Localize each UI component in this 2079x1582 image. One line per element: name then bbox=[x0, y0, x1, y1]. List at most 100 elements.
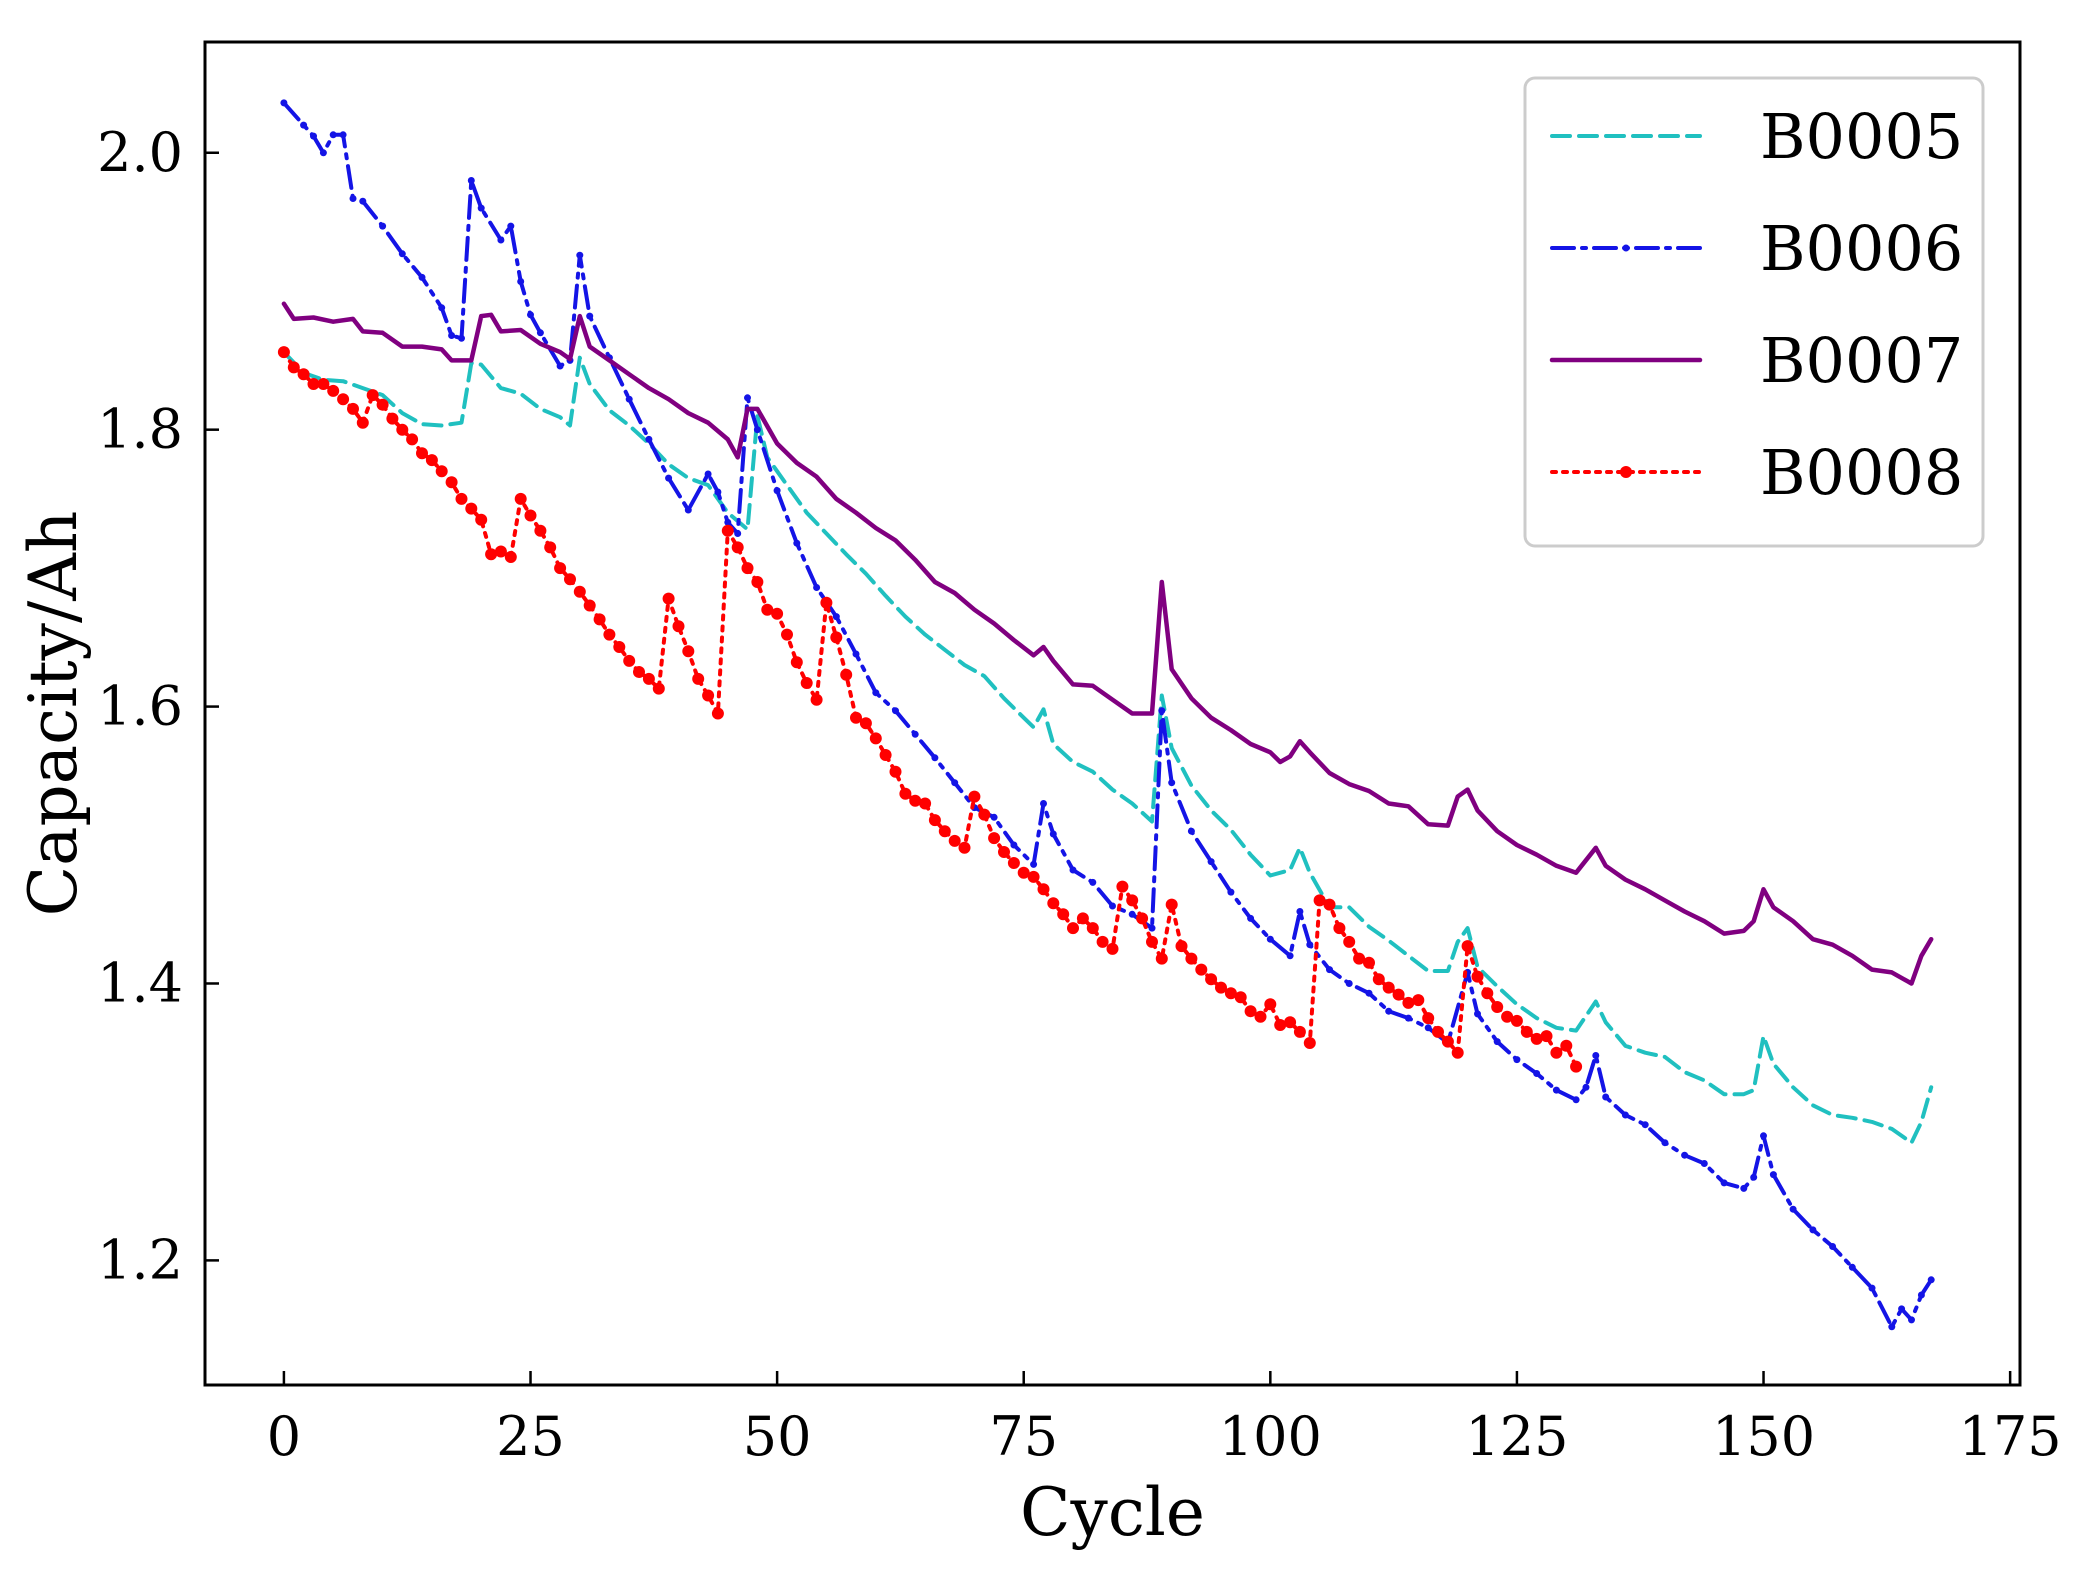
data-point bbox=[1323, 898, 1336, 911]
x-axis-label: Cycle bbox=[1020, 1474, 1205, 1551]
data-point bbox=[988, 832, 1001, 845]
legend-label: B0007 bbox=[1760, 324, 1963, 397]
legend-label: B0008 bbox=[1760, 436, 1963, 509]
data-point bbox=[813, 584, 821, 591]
data-point bbox=[1530, 1032, 1543, 1045]
data-point bbox=[859, 717, 872, 730]
data-point bbox=[1215, 981, 1227, 994]
y-tick-label: 1.4 bbox=[97, 951, 183, 1014]
data-point bbox=[287, 361, 300, 374]
data-point bbox=[1621, 1111, 1629, 1119]
data-point bbox=[1740, 1184, 1748, 1192]
data-point bbox=[1451, 1046, 1464, 1059]
y-tick-label: 2.0 bbox=[97, 121, 183, 184]
data-point bbox=[1550, 1046, 1563, 1059]
data-point bbox=[337, 393, 350, 406]
data-point bbox=[711, 707, 724, 720]
data-point bbox=[692, 672, 705, 685]
data-point bbox=[1128, 910, 1136, 918]
data-point bbox=[603, 628, 616, 641]
data-point bbox=[1207, 858, 1215, 866]
data-point bbox=[376, 398, 389, 411]
data-point bbox=[554, 562, 567, 575]
data-point bbox=[1382, 981, 1395, 994]
data-point bbox=[919, 797, 932, 810]
data-point bbox=[356, 416, 369, 429]
data-point bbox=[1266, 935, 1274, 943]
data-point bbox=[534, 524, 547, 537]
data-point bbox=[1868, 1284, 1876, 1292]
data-point bbox=[349, 195, 357, 202]
data-point bbox=[1720, 1179, 1728, 1187]
data-point bbox=[684, 506, 692, 514]
data-point bbox=[682, 645, 695, 658]
data-point bbox=[317, 378, 330, 390]
data-point bbox=[1165, 898, 1178, 911]
data-point bbox=[1898, 1305, 1906, 1313]
series-B0008 bbox=[277, 346, 1583, 1073]
data-point bbox=[1195, 963, 1208, 976]
data-point bbox=[435, 465, 448, 478]
data-point bbox=[1769, 1171, 1777, 1179]
data-point bbox=[1372, 973, 1385, 986]
data-point bbox=[1168, 779, 1176, 787]
data-point bbox=[1363, 956, 1375, 969]
data-point bbox=[398, 250, 406, 258]
x-tick-label: 150 bbox=[1712, 1405, 1815, 1468]
data-point bbox=[576, 251, 584, 259]
x-tick-label: 75 bbox=[989, 1405, 1058, 1468]
data-point bbox=[1513, 1056, 1521, 1064]
data-point bbox=[1234, 991, 1247, 1004]
data-point bbox=[1540, 1030, 1553, 1043]
plot-frame bbox=[203, 40, 2022, 1387]
data-point bbox=[840, 668, 853, 681]
data-point bbox=[1592, 1052, 1600, 1059]
series-line-B0008 bbox=[281, 350, 1579, 1069]
data-point bbox=[1681, 1151, 1689, 1159]
data-point bbox=[990, 813, 998, 821]
series-line-B0007 bbox=[281, 301, 1934, 986]
data-point bbox=[672, 620, 685, 633]
data-point bbox=[1296, 908, 1304, 915]
x-tick-label: 0 bbox=[267, 1405, 301, 1468]
data-point bbox=[998, 846, 1010, 858]
data-point bbox=[1848, 1263, 1856, 1271]
data-point bbox=[1510, 1014, 1523, 1027]
data-point bbox=[931, 754, 939, 762]
data-point bbox=[458, 334, 465, 342]
data-point bbox=[307, 378, 320, 390]
data-point bbox=[445, 476, 458, 489]
data-point bbox=[1560, 1039, 1573, 1052]
data-point bbox=[1205, 973, 1218, 986]
data-point bbox=[1148, 924, 1156, 932]
data-point bbox=[583, 599, 596, 612]
data-point bbox=[928, 814, 941, 827]
data-point bbox=[852, 650, 860, 658]
data-point bbox=[416, 447, 428, 460]
data-point bbox=[1264, 998, 1277, 1011]
data-point bbox=[721, 524, 734, 537]
data-point bbox=[1146, 935, 1158, 948]
data-point bbox=[1247, 914, 1255, 922]
data-point bbox=[1158, 707, 1166, 715]
data-point bbox=[329, 131, 337, 139]
x-tick-label: 125 bbox=[1465, 1405, 1568, 1468]
data-point bbox=[702, 689, 715, 702]
data-point bbox=[1789, 1205, 1797, 1213]
data-point bbox=[869, 732, 882, 745]
data-point bbox=[1365, 989, 1373, 997]
y-axis-label: Capacity/Ah bbox=[15, 511, 92, 917]
data-point bbox=[734, 530, 742, 537]
series-B0006 bbox=[280, 99, 1935, 1331]
data-point bbox=[1533, 1070, 1541, 1077]
data-point bbox=[793, 539, 801, 547]
x-tick-label: 175 bbox=[1959, 1405, 2062, 1468]
data-point bbox=[1491, 1001, 1504, 1013]
data-point bbox=[1126, 894, 1139, 907]
data-point bbox=[662, 592, 675, 605]
y-tick-label: 1.6 bbox=[97, 675, 183, 738]
data-point bbox=[359, 197, 367, 205]
data-point bbox=[379, 222, 387, 230]
data-point bbox=[1602, 1093, 1610, 1101]
